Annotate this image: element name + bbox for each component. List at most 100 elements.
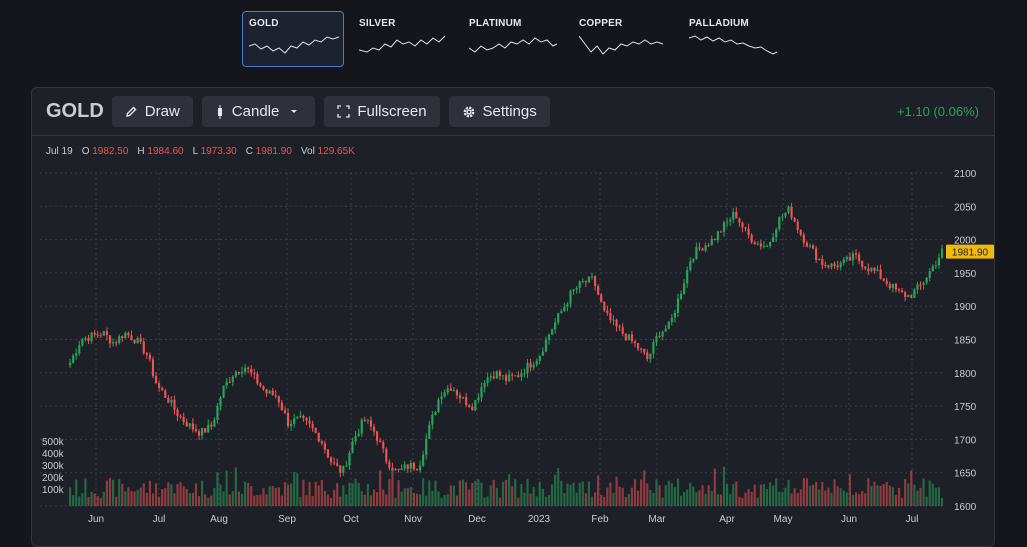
candle-body	[818, 259, 821, 261]
volume-bar	[247, 482, 250, 506]
candle-body	[207, 424, 210, 433]
tab-copper[interactable]: COPPER	[572, 11, 682, 67]
chart-type-dropdown[interactable]: Candle	[201, 96, 316, 127]
volume-bar	[81, 493, 84, 506]
volume-bar	[627, 493, 630, 506]
volume-bar	[713, 468, 716, 506]
volume-bar	[415, 493, 419, 506]
volume-bar	[173, 493, 176, 506]
candle-body	[633, 341, 637, 344]
candle-body	[121, 336, 124, 339]
candle-body	[842, 259, 845, 263]
candle-body	[606, 310, 609, 313]
candlestick-chart[interactable]: 1600 1650 1700 1750 1800 1850 1900 1950 2000 2050…	[32, 88, 996, 539]
candle-body	[882, 278, 885, 281]
volume-bar	[333, 489, 336, 506]
settings-button[interactable]: Settings	[448, 96, 550, 127]
candle-body	[910, 295, 913, 298]
candle-body	[188, 423, 191, 427]
candle-body	[293, 418, 296, 424]
candle-body	[185, 421, 188, 427]
candle-body	[738, 218, 741, 223]
candle-body	[858, 254, 861, 262]
candle-body	[308, 420, 311, 424]
candle-body	[827, 265, 830, 268]
volume-bar	[363, 494, 366, 506]
volume-bar	[148, 480, 151, 506]
volume-bar	[787, 479, 790, 506]
last-price-badge	[946, 244, 994, 259]
volume-bar	[366, 483, 369, 506]
volume-bar	[781, 491, 784, 506]
chart-panel: GOLD Draw Candle Fullscreen Settings +1.…	[31, 87, 995, 547]
volume-bar	[339, 496, 342, 506]
tab-palladium[interactable]: PALLADIUM	[682, 11, 792, 67]
volume-bar	[888, 485, 891, 506]
candle-body	[867, 268, 870, 272]
volume-bar	[422, 478, 425, 506]
volume-bar	[692, 486, 695, 506]
candle-body	[111, 342, 115, 344]
volume-tick-label: 300k	[42, 461, 65, 472]
volume-bar	[511, 486, 514, 506]
tab-platinum[interactable]: PLATINUM	[462, 11, 572, 67]
volume-bar	[139, 487, 142, 506]
settings-label: Settings	[482, 103, 537, 120]
volume-bar	[213, 488, 216, 506]
volume-bar	[124, 491, 127, 506]
volume-bar	[661, 497, 664, 506]
tab-gold[interactable]: GOLD	[242, 11, 344, 67]
candle-body	[72, 355, 75, 363]
tab-silver[interactable]: SILVER	[352, 11, 462, 67]
candle-body	[508, 374, 511, 381]
candle-body	[323, 443, 326, 450]
volume-bar	[676, 478, 680, 506]
volume-bar	[207, 497, 210, 506]
candle-body	[658, 336, 661, 338]
volume-bar	[769, 482, 772, 506]
candle-body	[529, 362, 532, 368]
x-tick-label: Oct	[343, 514, 359, 525]
volume-bar	[913, 484, 916, 506]
volume-bar	[753, 484, 756, 506]
candle-body	[320, 441, 323, 444]
volume-bar	[72, 495, 75, 506]
candle-body	[934, 265, 937, 267]
candle-body	[403, 464, 406, 469]
candle-body	[154, 375, 158, 384]
candle-body	[640, 348, 643, 350]
candle-body	[333, 462, 336, 464]
volume-tick-label: 100k	[42, 485, 65, 496]
candle-body	[778, 216, 781, 230]
volume-bar	[179, 482, 182, 506]
candle-body	[498, 371, 501, 377]
volume-bar	[274, 487, 277, 506]
volume-bar	[259, 494, 262, 506]
volume-bar	[105, 480, 108, 506]
candle-body	[314, 428, 317, 433]
candle-body	[148, 354, 151, 360]
draw-button[interactable]: Draw	[111, 96, 193, 127]
volume-bar	[821, 481, 824, 506]
fullscreen-button[interactable]: Fullscreen	[324, 96, 440, 127]
candle-body	[753, 242, 756, 245]
volume-bar	[99, 497, 102, 506]
volume-bar	[87, 496, 90, 506]
volume-bar	[885, 482, 888, 506]
volume-bar	[425, 495, 428, 506]
volume-bar	[299, 496, 302, 506]
candle-body	[428, 424, 431, 439]
candle-body	[210, 424, 213, 427]
candle-body	[231, 376, 234, 383]
volume-bar	[609, 482, 612, 506]
candle-body	[692, 258, 695, 262]
volume-bar	[397, 480, 400, 506]
volume-bar	[320, 479, 323, 506]
candle-body	[612, 319, 615, 321]
candle-body	[69, 362, 72, 365]
candle-body	[425, 438, 428, 455]
sparkline-platinum	[469, 37, 558, 53]
candle-body	[409, 462, 412, 469]
candle-body	[142, 341, 145, 354]
last-price-label: 1981.90	[952, 248, 989, 259]
